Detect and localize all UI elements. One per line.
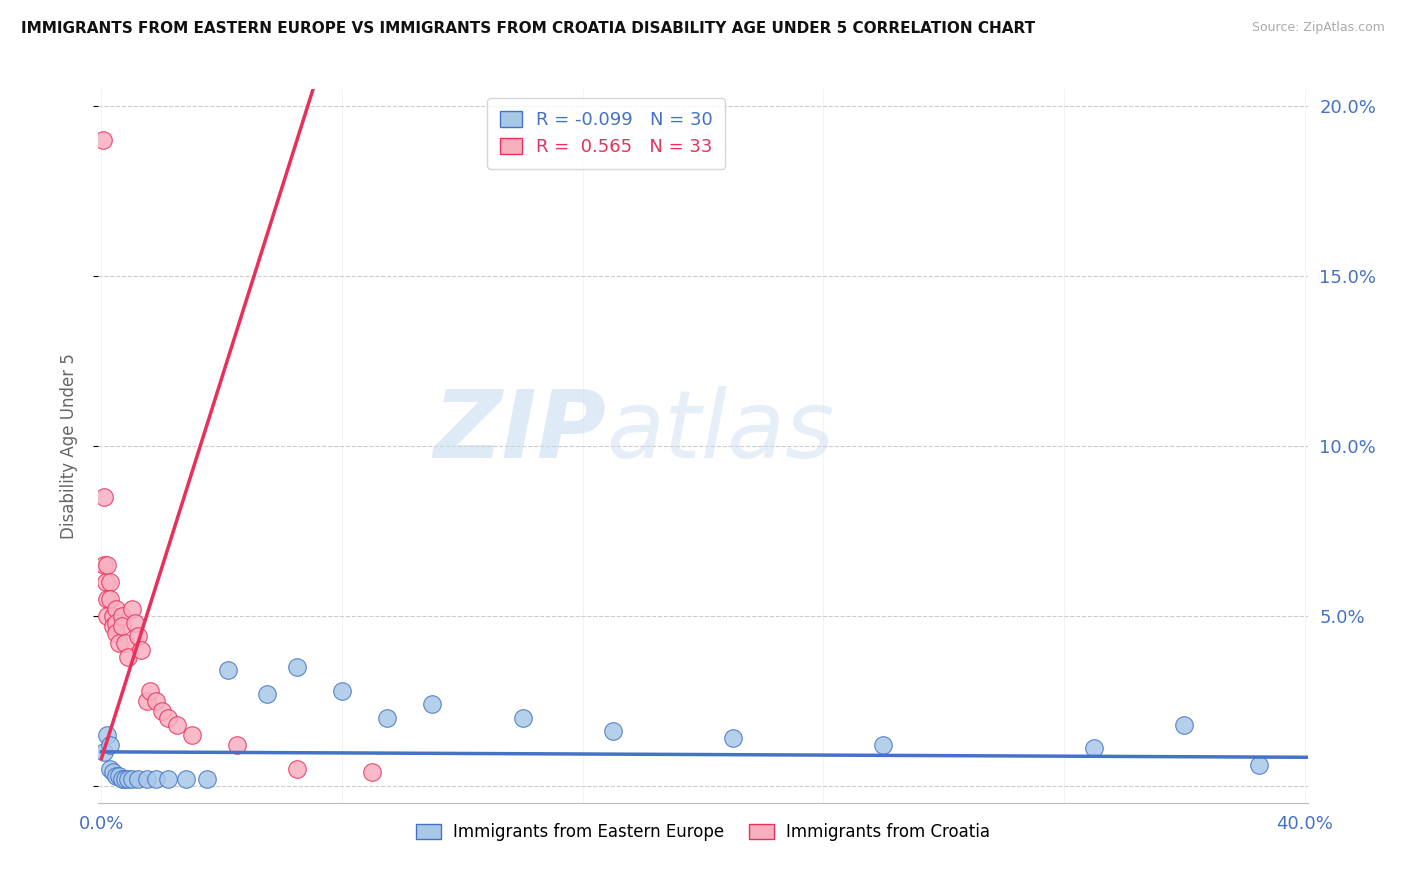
Point [145, 694, 167, 708]
Point [93, 490, 115, 504]
Point [420, 698, 443, 712]
Point [96, 728, 118, 742]
Point [285, 762, 308, 776]
Point [150, 704, 173, 718]
Point [1173, 717, 1195, 731]
Point [872, 738, 894, 752]
Point [111, 619, 134, 633]
Point [124, 615, 146, 630]
Point [195, 772, 218, 786]
Point [100, 591, 122, 606]
Legend: Immigrants from Eastern Europe, Immigrants from Croatia: Immigrants from Eastern Europe, Immigran… [409, 817, 997, 848]
Point [602, 724, 624, 739]
Point [217, 663, 239, 677]
Point [135, 772, 157, 786]
Point [103, 619, 125, 633]
Point [100, 574, 122, 589]
Point [114, 636, 136, 650]
Point [156, 772, 179, 786]
Point [1249, 758, 1271, 772]
Point [105, 769, 128, 783]
Point [375, 711, 398, 725]
Point [1083, 741, 1105, 756]
Point [127, 629, 149, 643]
Text: ZIP: ZIP [433, 385, 606, 478]
Point [108, 636, 131, 650]
Point [96, 558, 118, 572]
Point [114, 772, 136, 786]
Point [103, 608, 125, 623]
Point [145, 772, 167, 786]
Text: atlas: atlas [606, 386, 835, 477]
Text: Source: ZipAtlas.com: Source: ZipAtlas.com [1251, 21, 1385, 34]
Point [225, 738, 247, 752]
Point [721, 731, 744, 746]
Point [100, 762, 122, 776]
Point [180, 728, 202, 742]
Point [174, 772, 197, 786]
Point [117, 772, 139, 786]
Point [103, 765, 125, 780]
Point [96, 608, 118, 623]
Point [121, 602, 143, 616]
Point [285, 660, 308, 674]
Point [93, 745, 115, 759]
Point [330, 683, 353, 698]
Point [91, 133, 114, 147]
Point [361, 765, 384, 780]
Point [111, 608, 134, 623]
Point [96, 591, 118, 606]
Point [111, 772, 134, 786]
Point [138, 683, 160, 698]
Point [129, 643, 152, 657]
Point [105, 615, 128, 630]
Point [105, 626, 128, 640]
Point [93, 558, 115, 572]
Point [117, 649, 139, 664]
Point [256, 687, 278, 701]
Y-axis label: Disability Age Under 5: Disability Age Under 5 [59, 353, 77, 539]
Point [156, 711, 179, 725]
Point [512, 711, 534, 725]
Point [127, 772, 149, 786]
Text: IMMIGRANTS FROM EASTERN EUROPE VS IMMIGRANTS FROM CROATIA DISABILITY AGE UNDER 5: IMMIGRANTS FROM EASTERN EUROPE VS IMMIGR… [21, 21, 1035, 36]
Point [105, 602, 128, 616]
Point [166, 717, 188, 731]
Point [108, 769, 131, 783]
Point [94, 574, 117, 589]
Point [121, 772, 143, 786]
Point [100, 738, 122, 752]
Point [135, 694, 157, 708]
